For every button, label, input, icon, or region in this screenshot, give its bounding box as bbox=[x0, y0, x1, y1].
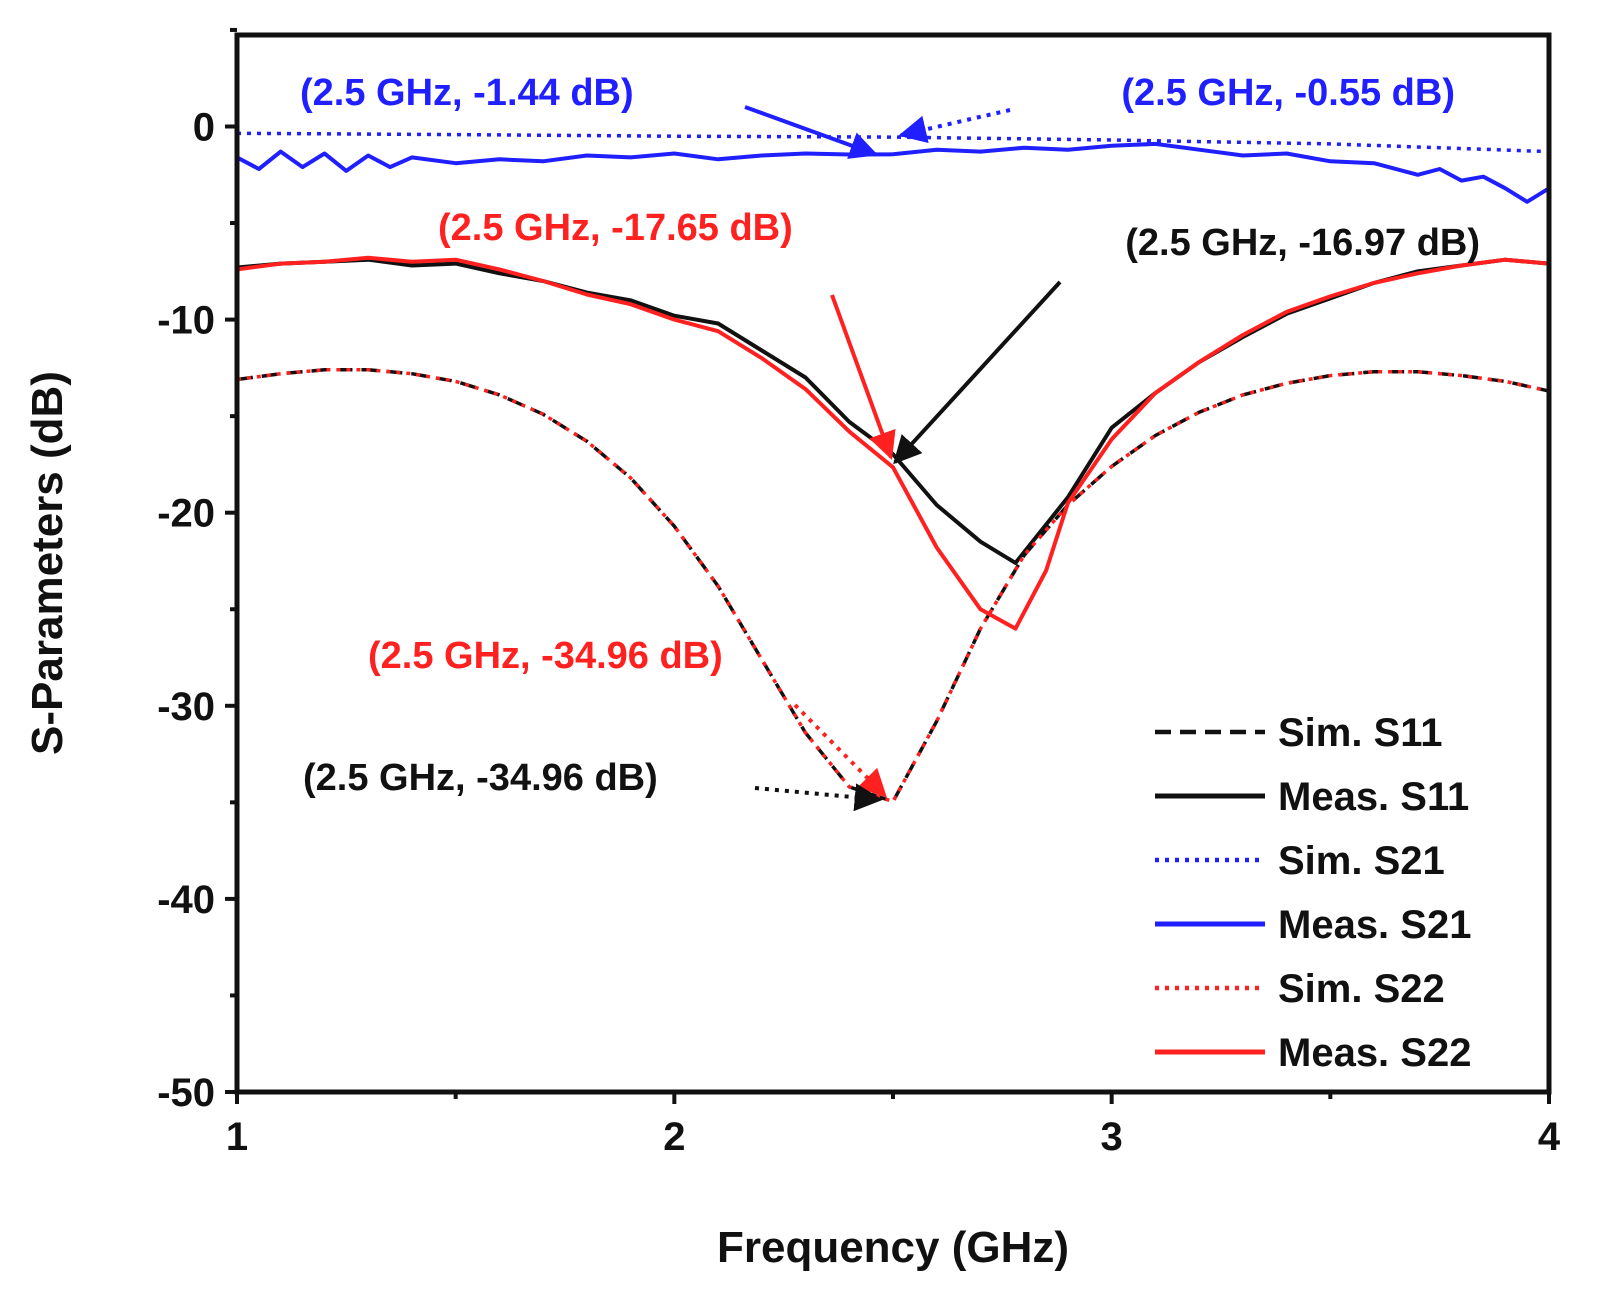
annotation-arrow bbox=[893, 280, 1062, 465]
x-axis-title: Frequency (GHz) bbox=[717, 1223, 1069, 1272]
annotation-layer: (2.5 GHz, -1.44 dB) (2.5 GHz, -0.55 dB) (2… bbox=[300, 72, 1480, 812]
x-tick-label: 4 bbox=[1538, 1115, 1561, 1159]
legend-label: Meas. S22 bbox=[1278, 1031, 1471, 1075]
series-sim-s22 bbox=[237, 368, 1549, 804]
annotation-arrow bbox=[898, 108, 1011, 144]
series-meas-s22 bbox=[237, 255, 1549, 631]
legend-label: Sim. S11 bbox=[1278, 711, 1443, 755]
annotation-label: (2.5 GHz, -17.65 dB) bbox=[438, 207, 793, 249]
y-tick-label: -40 bbox=[157, 878, 215, 922]
series-sim-s21 bbox=[237, 131, 1549, 154]
y-tick-label: -10 bbox=[157, 299, 215, 343]
annotation-arrow bbox=[793, 703, 887, 798]
legend: Sim. S11 Meas. S11 Sim. S21 Meas. S21 Sim. S… bbox=[1155, 711, 1471, 1075]
annotation-label: (2.5 GHz, -34.96 dB) bbox=[303, 757, 658, 799]
legend-label: Sim. S21 bbox=[1278, 839, 1445, 883]
axes-layer: 1 2 3 4 0 -10 -20 -30 -40 -50 bbox=[157, 27, 1561, 1159]
annotation-arrow bbox=[754, 783, 883, 812]
legend-label: Meas. S21 bbox=[1278, 903, 1471, 947]
y-tick-label: 0 bbox=[193, 106, 215, 150]
annotation-arrow bbox=[830, 294, 896, 460]
y-tick-label: -50 bbox=[157, 1071, 215, 1115]
annotation-arrow bbox=[744, 105, 879, 159]
x-tick-label: 2 bbox=[663, 1115, 685, 1159]
y-axis-title: S-Parameters (dB) bbox=[23, 371, 72, 755]
legend-label: Sim. S22 bbox=[1278, 967, 1445, 1011]
x-tick-label: 1 bbox=[226, 1115, 248, 1159]
annotation-label: (2.5 GHz, -1.44 dB) bbox=[300, 72, 634, 114]
x-tick-label: 3 bbox=[1101, 1115, 1123, 1159]
annotation-label: (2.5 GHz, -34.96 dB) bbox=[368, 635, 723, 677]
annotation-label: (2.5 GHz, -16.97 dB) bbox=[1125, 222, 1480, 264]
y-tick-label: -20 bbox=[157, 492, 215, 536]
y-tick-label: -30 bbox=[157, 685, 215, 729]
legend-label: Meas. S11 bbox=[1278, 775, 1469, 819]
annotation-label: (2.5 GHz, -0.55 dB) bbox=[1121, 72, 1455, 114]
